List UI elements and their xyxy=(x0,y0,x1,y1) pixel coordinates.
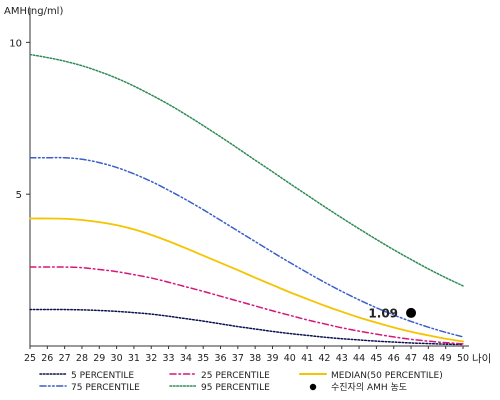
x-tick-label: 41 xyxy=(301,353,313,364)
x-tick-label: 36 xyxy=(214,353,226,364)
x-tick-label: 43 xyxy=(336,353,348,364)
legend-marker-swatch xyxy=(309,383,317,391)
x-tick-label: 46 xyxy=(388,353,400,364)
x-tick-label: 32 xyxy=(145,353,157,364)
x-tick-label: 48 xyxy=(422,353,434,364)
y-tick-label: 10 xyxy=(9,38,22,49)
y-axis-label: AMH(ng/ml) xyxy=(4,6,63,17)
axes: AMH(ng/ml) 5 10 25 26 27 28 29 30 31 32 33 34 35 36 37 3… xyxy=(4,6,491,365)
x-tick-label: 27 xyxy=(59,353,71,364)
amh-marker-label: 1.09 xyxy=(368,306,398,320)
x-tick-label: 30 xyxy=(111,353,123,364)
legend-label: 수진자의 AMH 농도 xyxy=(331,382,407,393)
x-tick-label: 34 xyxy=(180,353,192,364)
y-tick-label: 5 xyxy=(16,190,22,201)
series-line-25-percentile xyxy=(29,266,464,345)
x-tick-label: 39 xyxy=(266,353,278,364)
x-tick-label: 40 xyxy=(284,353,296,364)
series-group xyxy=(29,53,464,346)
x-tick-label: 44 xyxy=(353,353,365,364)
x-tick-label: 50 xyxy=(457,353,469,364)
x-tick-label: 45 xyxy=(370,353,382,364)
x-tick-label: 29 xyxy=(93,353,105,364)
x-tick-label: 49 xyxy=(440,353,452,364)
series-line-95-percentile xyxy=(29,53,464,287)
x-tick-label: 42 xyxy=(318,353,330,364)
x-tick-label: 31 xyxy=(128,353,140,364)
legend-label: 5 PERCENTILE xyxy=(71,371,134,381)
x-axis-label: 나이 xyxy=(472,353,491,365)
x-tick-label: 38 xyxy=(249,353,261,364)
x-tick-label: 26 xyxy=(41,353,53,364)
x-tick-label: 47 xyxy=(405,353,417,364)
series-line-75-percentile xyxy=(29,156,464,338)
legend-label: MEDIAN(50 PERCENTILE) xyxy=(331,371,443,381)
legend-label: 95 PERCENTILE xyxy=(201,383,270,393)
x-tick-label: 28 xyxy=(76,353,88,364)
x-tick-label: 33 xyxy=(163,353,175,364)
series-line-5-percentile xyxy=(29,308,464,346)
amh-marker-point xyxy=(406,307,417,318)
series-line-median-50-percentile xyxy=(29,217,464,343)
x-tick-label: 35 xyxy=(197,353,209,364)
legend: 5 PERCENTILE 25 PERCENTILE MEDIAN(50 PERCE… xyxy=(39,371,443,393)
x-tick-label: 37 xyxy=(232,353,244,364)
legend-label: 25 PERCENTILE xyxy=(201,371,270,381)
marker-group: 1.09 xyxy=(368,306,417,320)
legend-label: 75 PERCENTILE xyxy=(71,383,140,393)
x-tick-label: 25 xyxy=(24,353,36,364)
